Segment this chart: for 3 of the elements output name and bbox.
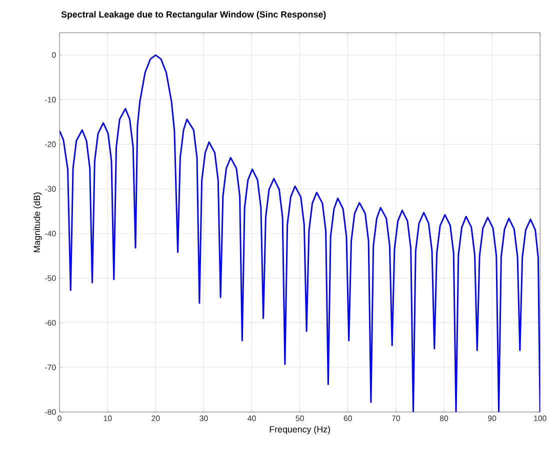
x-axis-title: Frequency (Hz) [270, 426, 330, 434]
chart-title: Spectral Leakage due to Rectangular Window (Sinc Response) [61, 11, 326, 20]
y-axis-title: Magnitude (dB) [34, 192, 42, 252]
